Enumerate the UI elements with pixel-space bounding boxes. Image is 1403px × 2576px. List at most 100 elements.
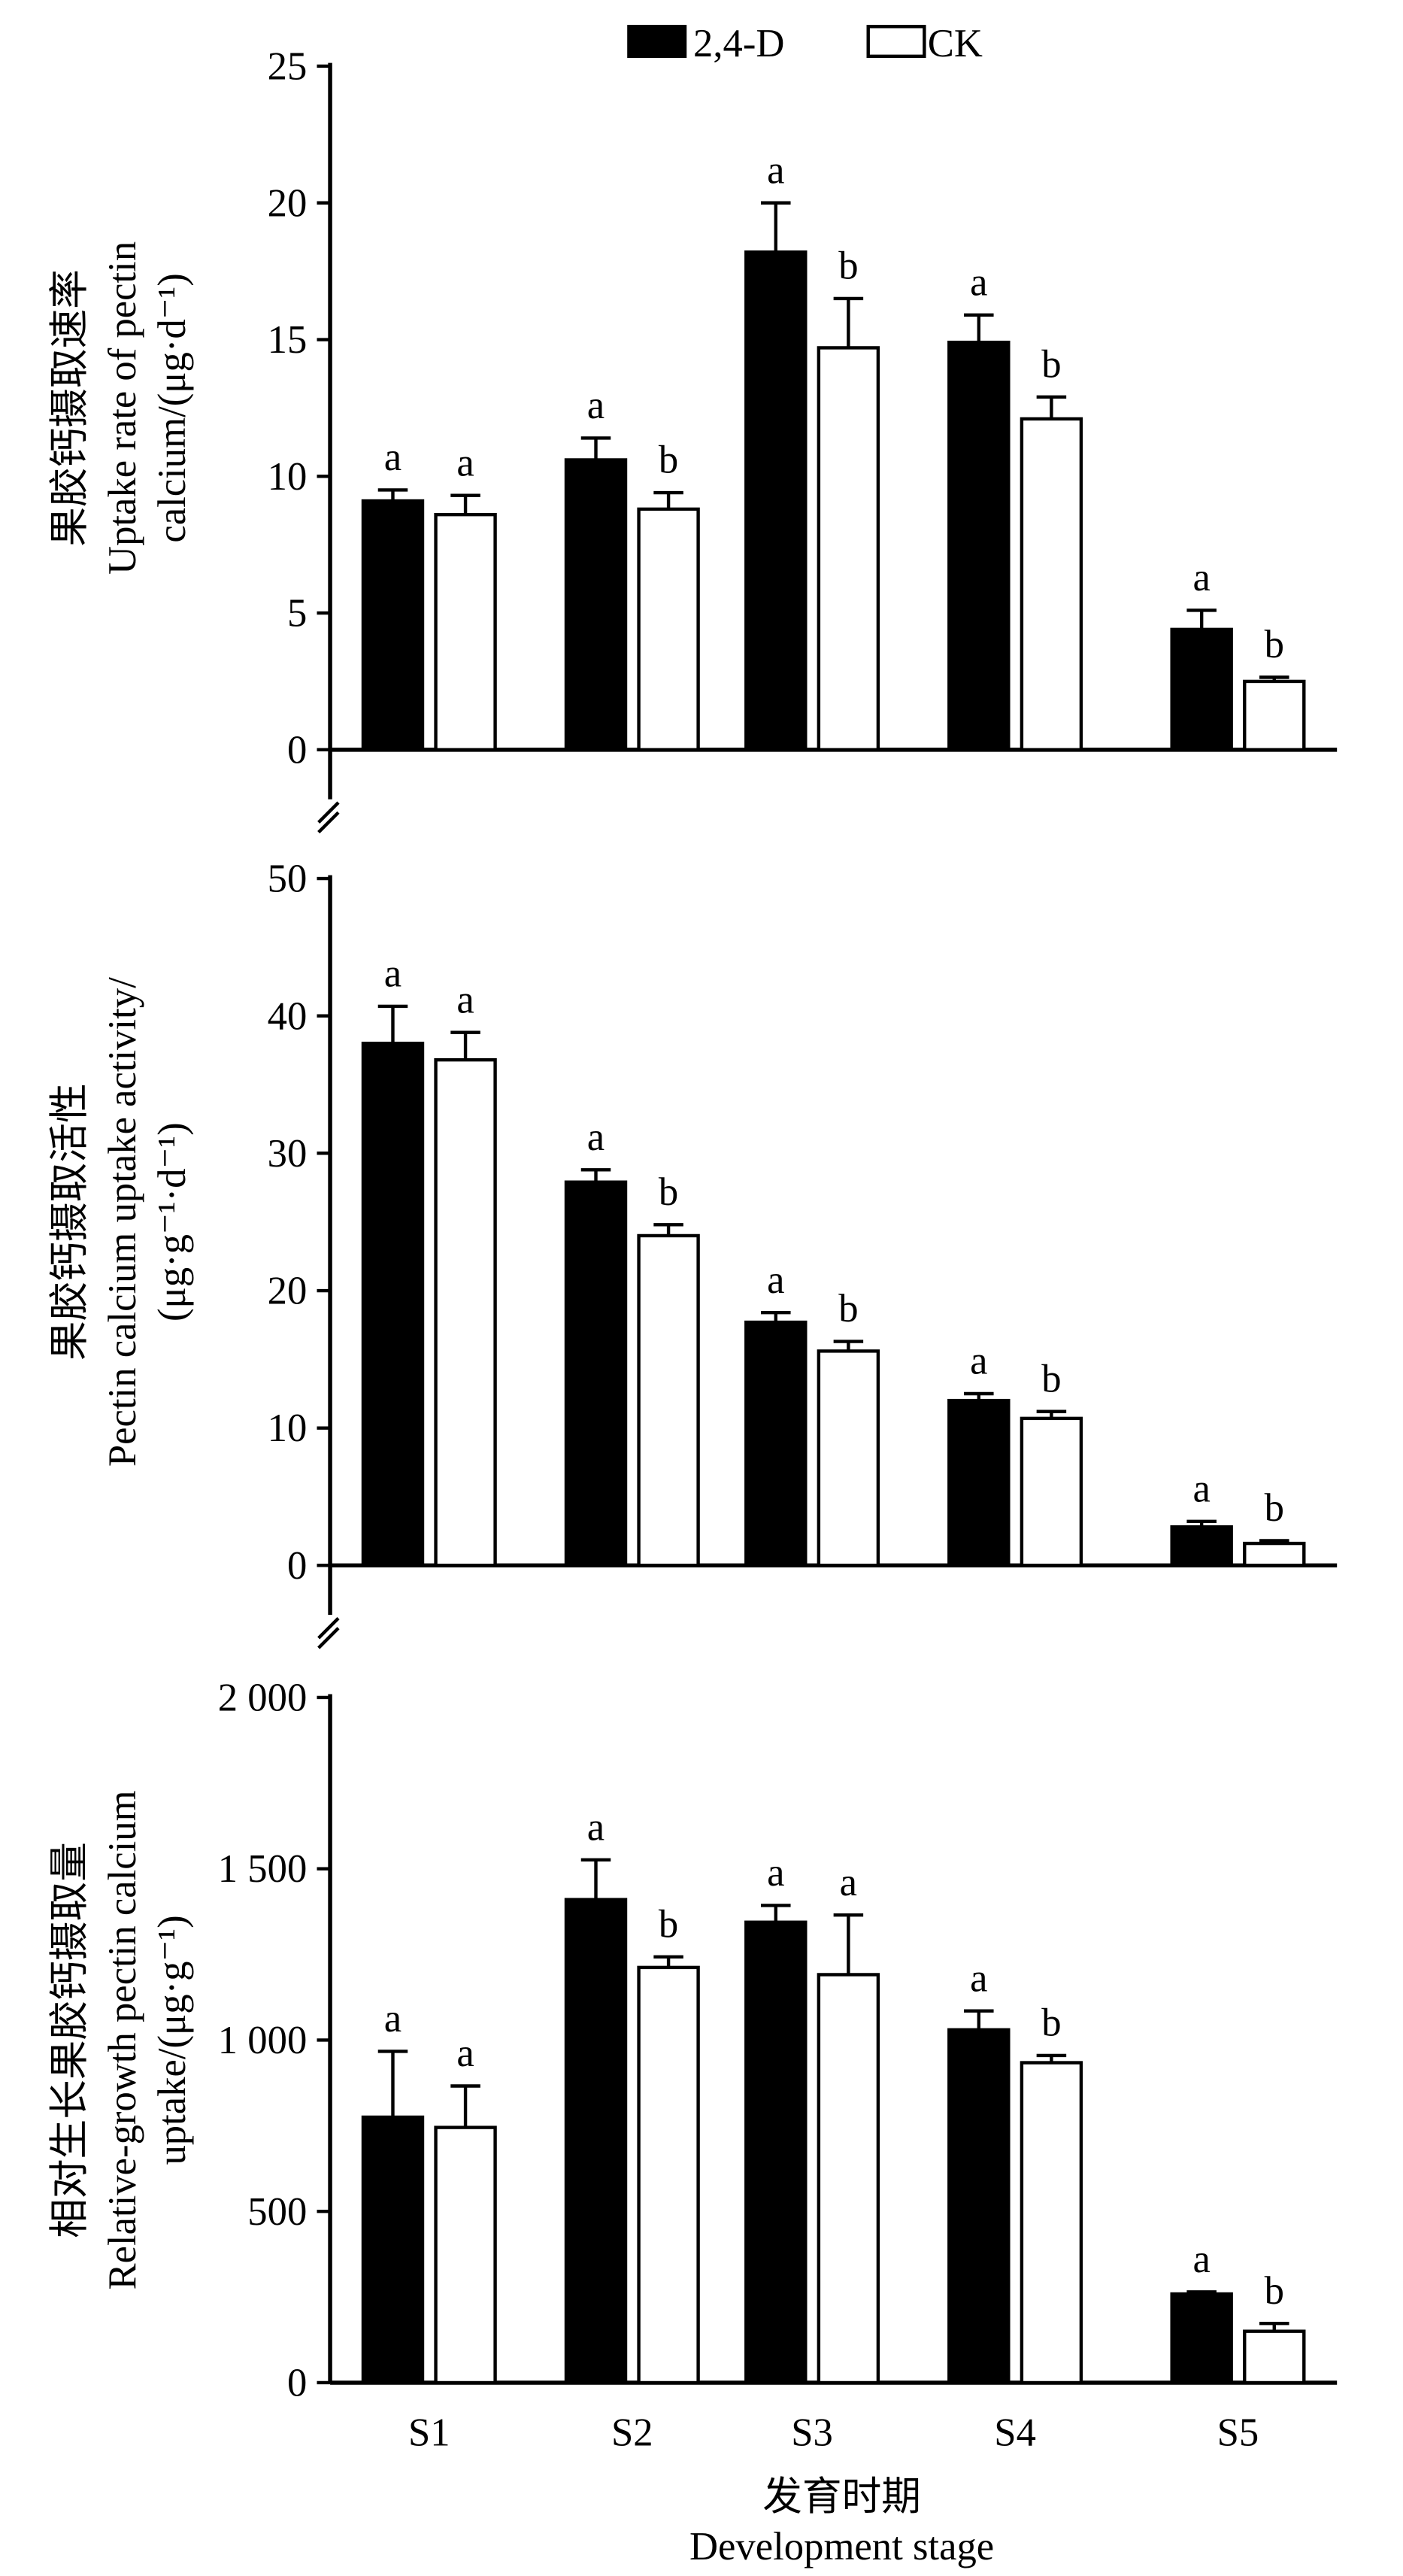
y-axis-label-en-line2: uptake/(μg·g⁻¹)	[150, 1915, 194, 2165]
bar-ck	[1020, 417, 1083, 752]
y-tick-label: 0	[287, 1544, 307, 1588]
bar-ck	[817, 346, 880, 752]
bar-2-4-d	[564, 1898, 628, 2385]
x-axis-label-en: Development stage	[689, 2525, 994, 2568]
y-tick-label: 25	[268, 45, 308, 89]
significance-letter: a	[767, 1258, 784, 1302]
bar-2-4-d	[744, 250, 808, 752]
bar-ck	[637, 507, 700, 752]
x-tick-label: S2	[611, 2411, 653, 2454]
x-tick-label: S4	[994, 2411, 1036, 2454]
x-tick-label: S5	[1217, 2411, 1259, 2454]
y-axis-label-en-line1: Relative-growth pectin calcium	[101, 1790, 144, 2289]
panel-2: 0 10 20 30 40 50 果胶钙摄取活性 Pectin calcium uptake …	[48, 857, 1338, 1649]
significance-letter: a	[970, 1340, 987, 1383]
significance-letter: a	[456, 441, 474, 484]
y-axis-label-en-line2: calcium/(μg·d⁻¹)	[150, 273, 194, 542]
significance-letter: a	[456, 2031, 474, 2075]
bar-ck	[637, 1233, 700, 1567]
y-axis-label-en-line1: Pectin calcium uptake activity/	[101, 977, 144, 1467]
bar-ck	[434, 2125, 497, 2385]
legend: 2,4-D CK	[627, 22, 983, 65]
y-tick-label: 20	[268, 1270, 308, 1313]
bar-ck	[817, 1973, 880, 2385]
significance-letter: a	[1192, 1467, 1210, 1511]
bar-2-4-d	[947, 340, 1011, 752]
bar-ck	[434, 512, 497, 752]
y-axis-label-cn: 果胶钙摄取速率	[48, 269, 92, 547]
significance-letter: b	[1265, 1486, 1284, 1530]
significance-letter: b	[659, 1170, 678, 1214]
x-tick-label: S1	[408, 2411, 450, 2454]
y-axis-label-cn: 相对生长果胶钙摄取量	[48, 1842, 92, 2238]
significance-letter: a	[384, 952, 402, 996]
bar-ck	[637, 1965, 700, 2385]
significance-letter: a	[1192, 556, 1210, 599]
y-tick-label: 10	[268, 1406, 308, 1450]
y-tick-label: 2 000	[218, 1676, 308, 1719]
y-axis-label-en-line1: Uptake rate of pectin	[101, 241, 144, 575]
x-tick-label: S3	[791, 2411, 833, 2454]
significance-letter: a	[767, 148, 784, 192]
significance-letter: a	[384, 1997, 402, 2040]
y-tick-label: 1 000	[218, 2019, 308, 2062]
significance-letter: b	[1265, 623, 1284, 666]
significance-letter: a	[587, 1806, 605, 1849]
legend-label-2-4-d: 2,4-D	[693, 22, 784, 65]
bar-2-4-d	[947, 1398, 1011, 1567]
y-tick-label: 0	[287, 728, 307, 772]
y-axis-label-en-line2: (μg·g⁻¹·d⁻¹)	[150, 1122, 194, 1321]
bar-2-4-d	[564, 458, 628, 752]
significance-letter: a	[840, 1861, 857, 1904]
panel-1: 0 5 10 15 20 25 果胶钙摄取速率 Uptake rate of pectin ca…	[48, 45, 1338, 834]
panel-3: 0 500 1 000 1 500 2 000 相对生长果胶钙摄取量 Relative-gr…	[48, 1676, 1338, 2454]
significance-letter: a	[767, 1851, 784, 1895]
bar-2-4-d	[744, 1920, 808, 2385]
y-tick-label: 40	[268, 994, 308, 1038]
bar-2-4-d	[1170, 627, 1233, 752]
bar-ck	[1243, 1541, 1306, 1567]
bar-2-4-d	[361, 1042, 425, 1567]
significance-letter: a	[456, 978, 474, 1021]
significance-letter: a	[587, 1115, 605, 1159]
x-axis-label-cn: 发育时期	[762, 2475, 921, 2519]
significance-letter: b	[838, 244, 858, 288]
y-tick-label: 1 500	[218, 1847, 308, 1891]
bar-2-4-d	[361, 2115, 425, 2385]
bar-ck	[1020, 1416, 1083, 1567]
significance-letter: b	[1041, 343, 1061, 387]
y-tick-label: 50	[268, 857, 308, 901]
bar-2-4-d	[361, 499, 425, 752]
axis-break-mark	[317, 801, 340, 834]
significance-letter: b	[838, 1287, 858, 1330]
bar-ck	[1243, 2329, 1306, 2385]
significance-letter: a	[384, 435, 402, 479]
significance-letter: b	[1041, 2001, 1061, 2045]
y-tick-label: 500	[247, 2190, 307, 2234]
bar-ck	[1020, 2061, 1083, 2385]
bar-2-4-d	[1170, 2292, 1233, 2385]
significance-letter: b	[1041, 1357, 1061, 1400]
legend-swatch-2-4-d	[627, 25, 687, 59]
bar-2-4-d	[947, 2028, 1011, 2385]
y-tick-label: 15	[268, 318, 308, 362]
significance-letter: b	[659, 438, 678, 482]
bar-2-4-d	[1170, 1525, 1233, 1567]
significance-letter: a	[970, 1956, 987, 2000]
y-tick-label: 20	[268, 181, 308, 225]
bar-ck	[434, 1057, 497, 1567]
legend-swatch-ck	[866, 25, 926, 59]
significance-letter: a	[1192, 2238, 1210, 2281]
bar-2-4-d	[744, 1320, 808, 1567]
legend-label-ck: CK	[928, 22, 983, 65]
axis-break-mark	[317, 1617, 340, 1649]
bar-ck	[1243, 679, 1306, 752]
significance-letter: a	[587, 384, 605, 427]
bar-2-4-d	[564, 1180, 628, 1567]
y-tick-label: 10	[268, 455, 308, 499]
y-tick-label: 5	[287, 592, 307, 636]
y-tick-label: 30	[268, 1132, 308, 1176]
significance-letter: b	[659, 1902, 678, 1946]
bar-ck	[817, 1349, 880, 1567]
